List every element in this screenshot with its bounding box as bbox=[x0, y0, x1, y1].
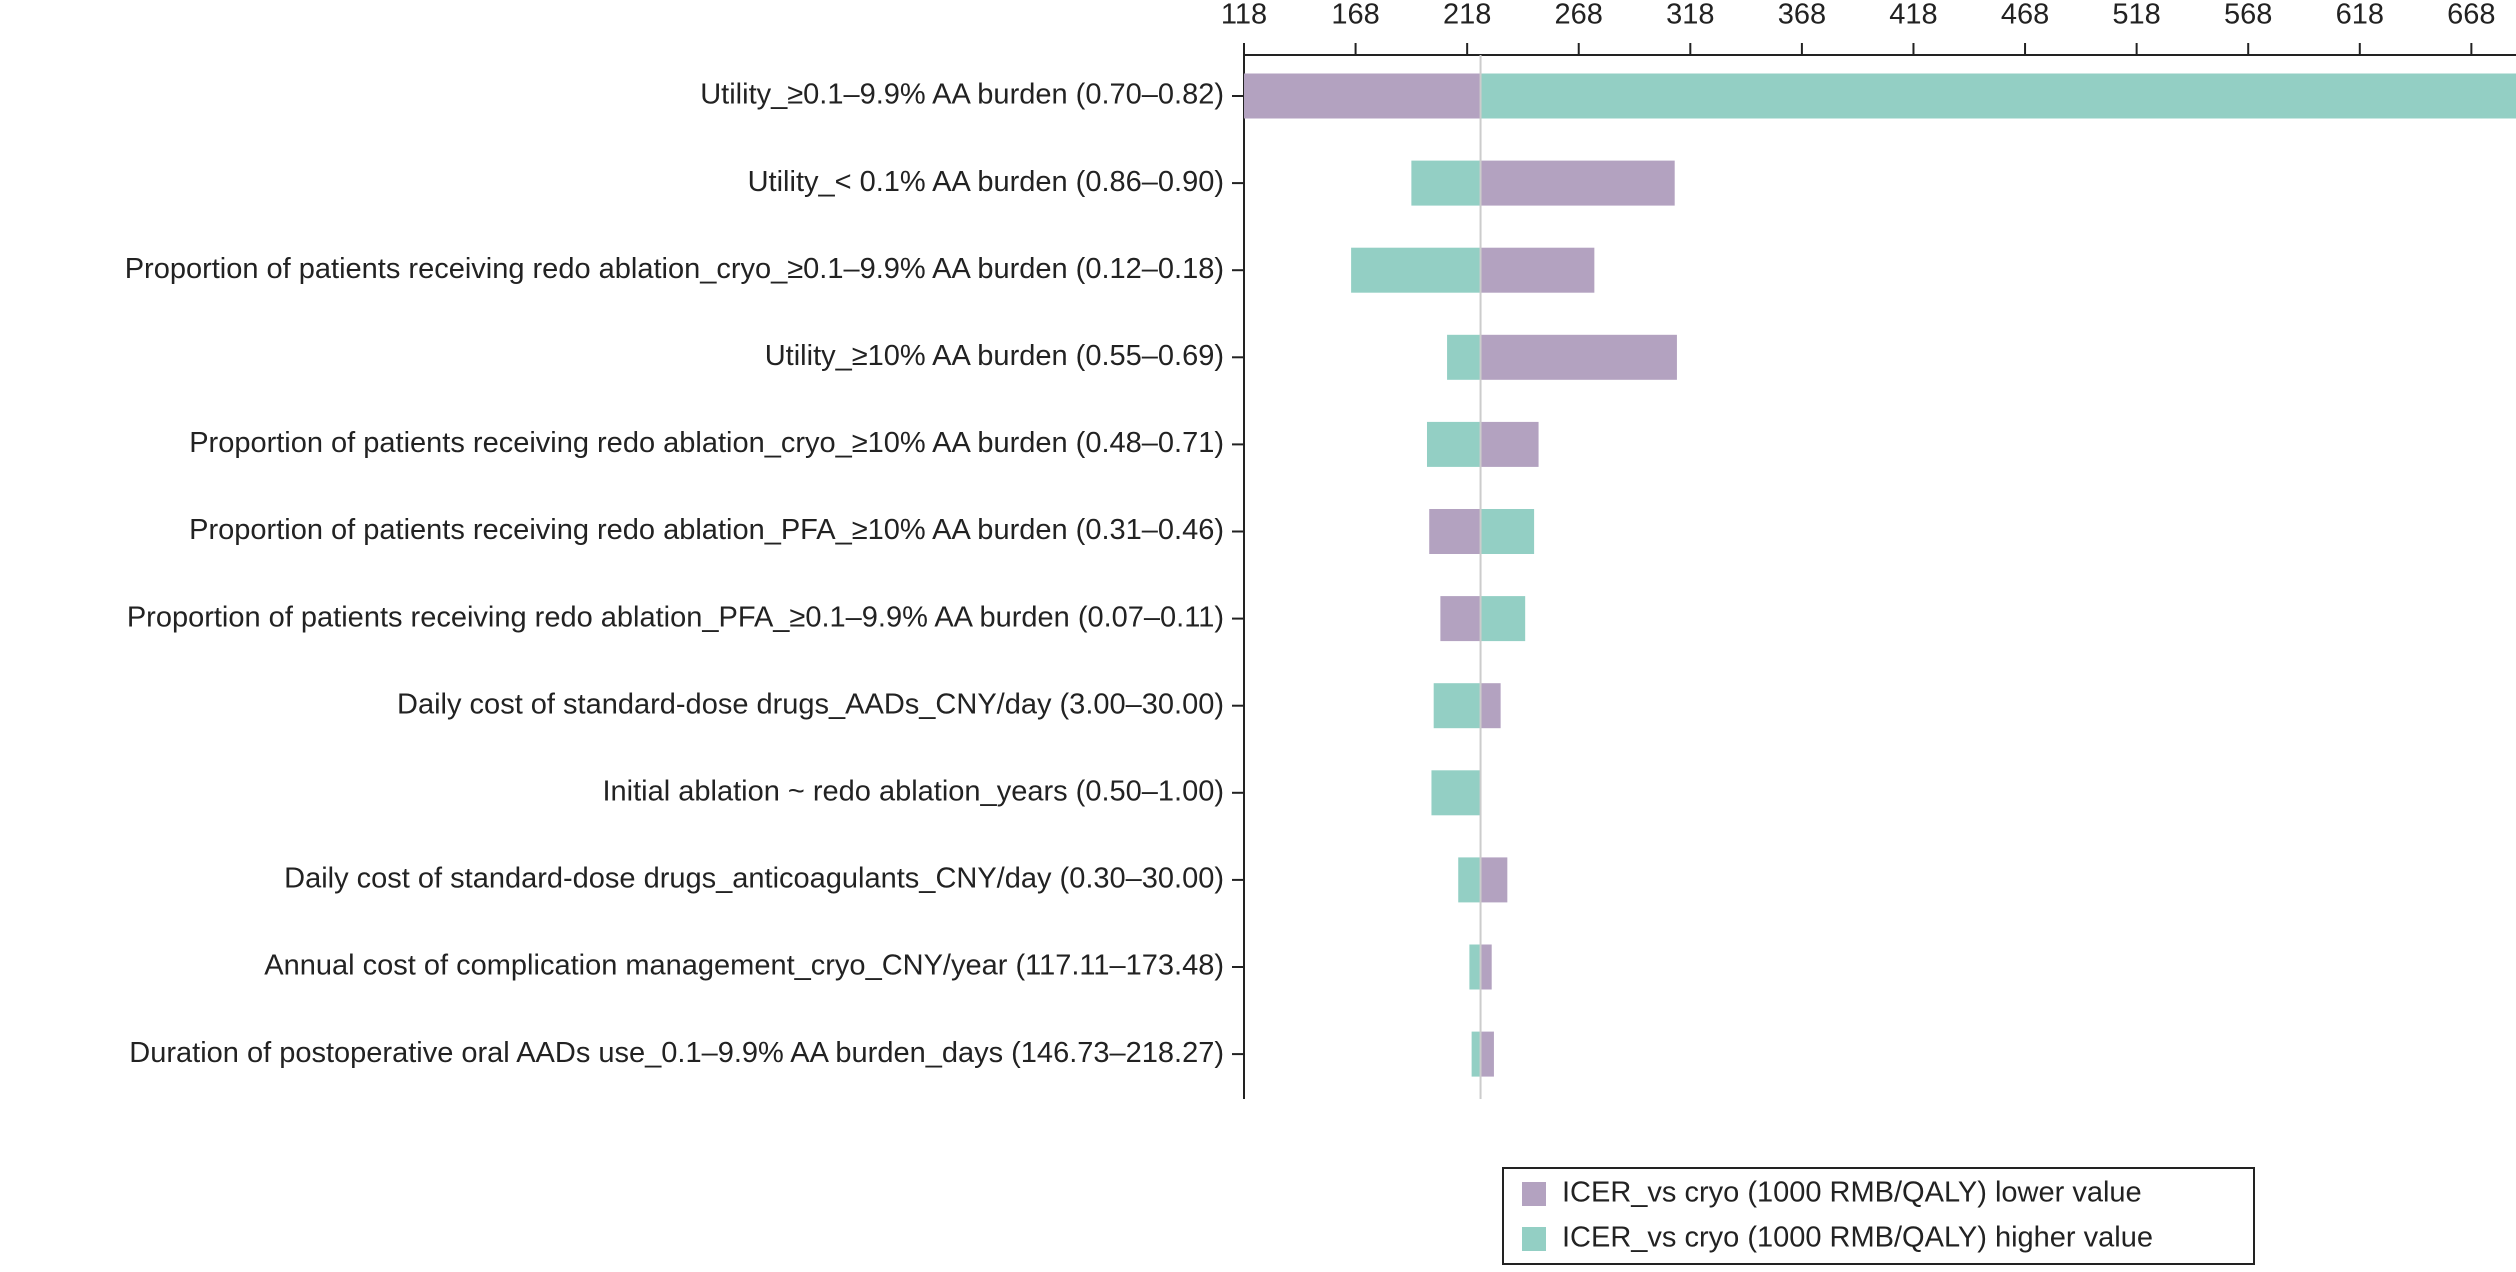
bar bbox=[1480, 596, 1526, 642]
x-tick-label: 618 bbox=[2336, 0, 2384, 31]
y-tick-label: Proportion of patients receiving redo ab… bbox=[125, 253, 1224, 285]
x-tick-label: 418 bbox=[1889, 0, 1937, 31]
y-tick-label: Proportion of patients receiving redo ab… bbox=[127, 601, 1224, 633]
y-tick-label: Daily cost of standard-dose drugs_AADs_C… bbox=[397, 688, 1224, 720]
bar bbox=[1458, 857, 1481, 903]
bar bbox=[1480, 1031, 1494, 1077]
x-tick-label: 518 bbox=[2112, 0, 2160, 31]
bar bbox=[1431, 770, 1481, 816]
y-tick-label: Duration of postoperative oral AADs use_… bbox=[129, 1037, 1224, 1069]
y-tick-label: Proportion of patients receiving redo ab… bbox=[189, 427, 1224, 459]
x-tick-label: 118 bbox=[1221, 0, 1267, 31]
bar bbox=[1426, 421, 1481, 467]
legend-swatch bbox=[1522, 1227, 1546, 1251]
legend-label: ICER_vs cryo (1000 RMB/QALY) higher valu… bbox=[1562, 1222, 2153, 1254]
legend-label: ICER_vs cryo (1000 RMB/QALY) lower value bbox=[1562, 1177, 2142, 1209]
x-tick-label: 268 bbox=[1555, 0, 1603, 31]
bar bbox=[1480, 247, 1595, 293]
x-tick-label: 568 bbox=[2224, 0, 2272, 31]
y-tick-label: Utility_< 0.1% AA burden (0.86–0.90) bbox=[748, 166, 1224, 198]
y-tick-label: Annual cost of complication management_c… bbox=[264, 950, 1224, 982]
bar bbox=[1480, 509, 1535, 554]
x-tick-label: 668 bbox=[2447, 0, 2495, 31]
y-tick-label: Daily cost of standard-dose drugs_antico… bbox=[284, 863, 1224, 895]
bar bbox=[1411, 160, 1481, 206]
bar bbox=[1480, 683, 1501, 729]
bar bbox=[1244, 73, 1481, 119]
bar bbox=[1480, 421, 1539, 467]
x-tick-label: 318 bbox=[1666, 0, 1714, 31]
legend-swatch bbox=[1522, 1182, 1546, 1206]
bar bbox=[1471, 1031, 1481, 1077]
bar bbox=[1351, 247, 1481, 293]
bar bbox=[1429, 509, 1481, 554]
bar bbox=[1469, 944, 1481, 990]
x-tick-label: 218 bbox=[1443, 0, 1491, 31]
legend-box bbox=[1502, 1167, 2255, 1265]
bar bbox=[1480, 160, 1675, 206]
bar bbox=[1433, 683, 1481, 729]
y-tick-label: Initial ablation ~ redo ablation_years (… bbox=[602, 775, 1224, 807]
bar bbox=[1480, 944, 1492, 990]
y-tick-label: Utility_≥0.1–9.9% AA burden (0.70–0.82) bbox=[700, 79, 1224, 111]
x-tick-label: 368 bbox=[1778, 0, 1826, 31]
y-tick-label: Utility_≥10% AA burden (0.55–0.69) bbox=[765, 340, 1224, 372]
bar bbox=[1440, 596, 1481, 642]
y-tick-label: Proportion of patients receiving redo ab… bbox=[189, 514, 1224, 546]
bar bbox=[1480, 857, 1508, 903]
x-tick-label: 168 bbox=[1331, 0, 1379, 31]
x-tick-label: 468 bbox=[2001, 0, 2049, 31]
bar bbox=[1447, 334, 1481, 380]
bar bbox=[1480, 73, 2516, 119]
bar bbox=[1480, 334, 1677, 380]
